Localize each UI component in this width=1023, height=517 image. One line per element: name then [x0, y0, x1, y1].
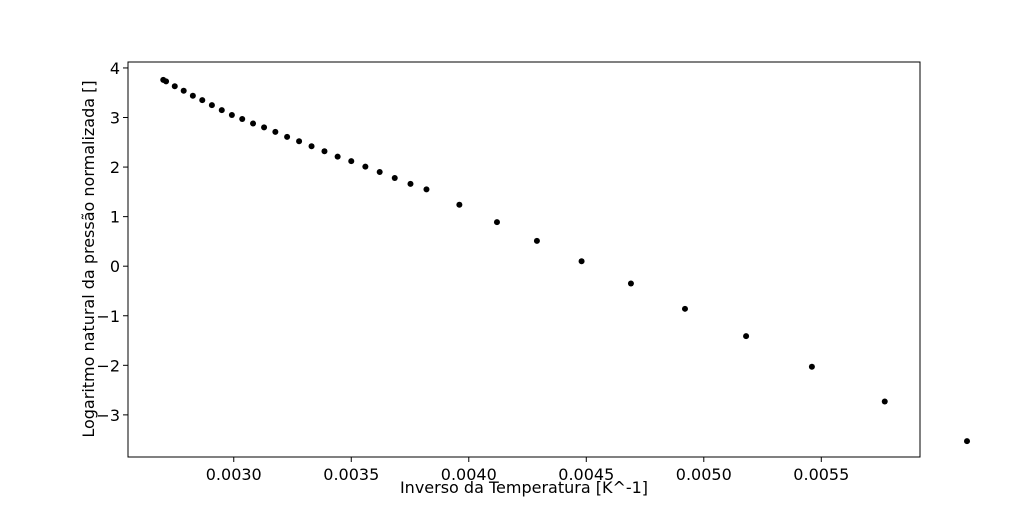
data-point — [261, 124, 268, 131]
data-point — [681, 305, 688, 312]
data-point — [533, 237, 540, 244]
data-point — [376, 169, 383, 176]
data-point — [578, 258, 585, 265]
data-point — [881, 398, 888, 405]
y-tick-label: 2 — [110, 158, 120, 177]
x-tick-label: 0.0035 — [323, 465, 379, 484]
x-tick-label: 0.0055 — [793, 465, 849, 484]
data-points — [160, 76, 971, 445]
data-point — [171, 83, 178, 90]
data-point — [321, 148, 328, 155]
y-tick-label: −1 — [96, 307, 120, 326]
data-point — [391, 174, 398, 181]
y-tick-label: 0 — [110, 257, 120, 276]
data-point — [218, 107, 225, 114]
data-point — [189, 92, 196, 99]
data-point — [272, 128, 279, 135]
x-tick-label: 0.0045 — [558, 465, 614, 484]
plot-frame — [127, 61, 921, 458]
data-point — [362, 163, 369, 170]
y-tick-label: 4 — [110, 59, 120, 78]
data-point — [239, 115, 246, 122]
ticks-layer: 0.0030 0.0035 0.0040 0.0045 0.0050 0.0055 4 3 2 1… — [96, 59, 849, 484]
data-point — [743, 333, 750, 340]
data-point — [808, 363, 815, 370]
data-point — [199, 97, 206, 104]
y-tick-label: 3 — [110, 109, 120, 128]
y-axis-label: Logaritmo natural da pressão normalizada… — [79, 80, 98, 437]
data-point — [423, 186, 430, 193]
data-point — [208, 102, 215, 109]
data-point — [627, 280, 634, 287]
data-point — [964, 438, 971, 445]
x-axis-label: Inverso da Temperatura [K^-1] — [400, 478, 648, 497]
data-point — [334, 153, 341, 160]
data-point — [180, 87, 187, 94]
data-point — [228, 112, 235, 119]
data-point — [284, 133, 291, 140]
data-point — [296, 138, 303, 145]
data-point — [407, 180, 414, 187]
data-point — [456, 201, 463, 208]
x-tick-label: 0.0040 — [441, 465, 497, 484]
y-tick-label: 1 — [110, 208, 120, 227]
data-point — [250, 120, 257, 127]
data-point — [163, 78, 170, 85]
x-tick-label: 0.0050 — [676, 465, 732, 484]
x-tick-label: 0.0030 — [206, 465, 262, 484]
y-tick-label: −2 — [96, 356, 120, 375]
data-point — [308, 143, 315, 150]
data-point — [493, 219, 500, 226]
data-point — [348, 158, 355, 165]
y-tick-label: −3 — [96, 406, 120, 425]
